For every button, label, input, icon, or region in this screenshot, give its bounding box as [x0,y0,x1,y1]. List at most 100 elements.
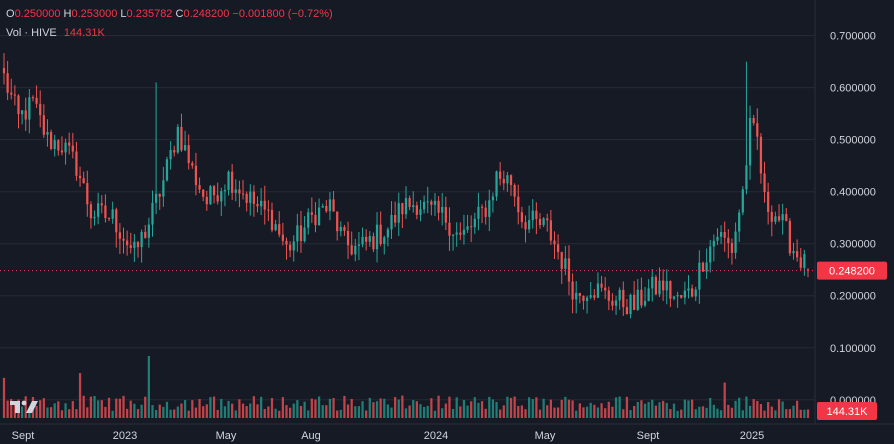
candle-body [71,145,74,152]
volume-bar [365,410,368,418]
candle-body [249,191,252,203]
volume-bar [68,409,71,418]
volume-bar [173,409,176,418]
candle-body [611,300,614,306]
volume-bar [205,404,208,418]
candle-body [325,206,328,212]
volume-bar [249,403,252,418]
volume-bar [477,402,480,418]
volume-bar [738,397,741,418]
price-tick-label: 0.300000 [830,239,876,251]
candle-body [136,241,140,248]
volume-bar [488,396,491,418]
time-tick-label: 2023 [113,430,137,442]
candle-body [803,254,806,268]
candle-body [491,196,495,201]
candle-body [578,292,581,297]
candle-body [231,171,234,193]
candle-body [680,295,683,298]
candle-body [622,289,625,308]
candle-body [636,289,639,310]
volume-bar [191,400,194,418]
volume-bar [788,409,792,418]
candle-body [354,245,357,255]
volume-bar [227,400,230,418]
candle-body [528,220,531,230]
candle-body [792,251,795,254]
candle-body [712,240,715,247]
volume-bar [491,399,495,418]
volume-bar [785,409,788,418]
volume-bar [643,403,647,418]
candle-body [368,236,371,242]
candle-body [412,205,415,208]
candle-body [480,206,484,208]
low-value: 0.235782 [126,8,173,20]
candle-body [401,203,404,215]
price-tick-label: 0.200000 [830,291,876,303]
volume-bar [752,399,755,418]
candle-body [774,216,777,222]
volume-bar [618,396,621,418]
volume-bar [111,410,114,418]
volume-bar [198,399,201,418]
candle-body [299,225,303,242]
candle-body [346,230,350,246]
volume-bar [629,410,632,418]
candle-body [694,289,697,297]
volume-bar [680,409,683,418]
candle-body [270,209,274,231]
candle-body [614,300,618,306]
volume-bar [509,397,513,418]
candle-body [788,220,792,254]
tradingview-logo-icon[interactable] [8,398,42,421]
volume-bar [564,396,567,418]
volume-bar [383,398,386,418]
candle-body [502,178,505,184]
candle-body [437,200,440,213]
candle-body [589,295,592,298]
candle-body [575,292,578,300]
volume-bar [158,404,161,418]
price-tick-label: 0.100000 [830,343,876,355]
candle-body [701,262,705,272]
volume-bar [658,402,661,418]
candle-body [517,196,520,213]
volume-bar [585,406,589,418]
candle-body [785,214,788,221]
candle-body [531,210,534,221]
candle-body [263,200,266,210]
candle-body [60,150,64,153]
volume-bar [763,410,766,418]
candle-body [180,126,183,151]
volume-bar [180,403,183,418]
volume-bar [71,401,74,418]
volume-bar [325,405,328,418]
candle-body [328,199,332,212]
open-key: O [6,8,15,20]
candle-body [111,209,114,219]
candle-body [129,245,132,248]
candle-body [223,189,227,192]
candle-body [288,244,292,251]
volume-bar [107,397,111,418]
candle-body [535,210,538,219]
candle-body [202,189,205,197]
candle-body [285,240,288,245]
volume-bar [741,410,744,418]
volume-bar [759,403,763,418]
candle-body [147,224,150,238]
candle-body [310,212,313,215]
candle-body [2,67,6,74]
candle-body [278,224,281,235]
volume-bar [270,397,274,418]
candle-body [466,226,469,230]
volume-bar [556,407,560,418]
volume-bar [676,410,679,418]
volume-bar [220,398,223,418]
volume-bar [730,407,734,418]
volume-bar [147,356,150,418]
volume-bar [216,409,219,418]
volume-bar [712,404,715,418]
